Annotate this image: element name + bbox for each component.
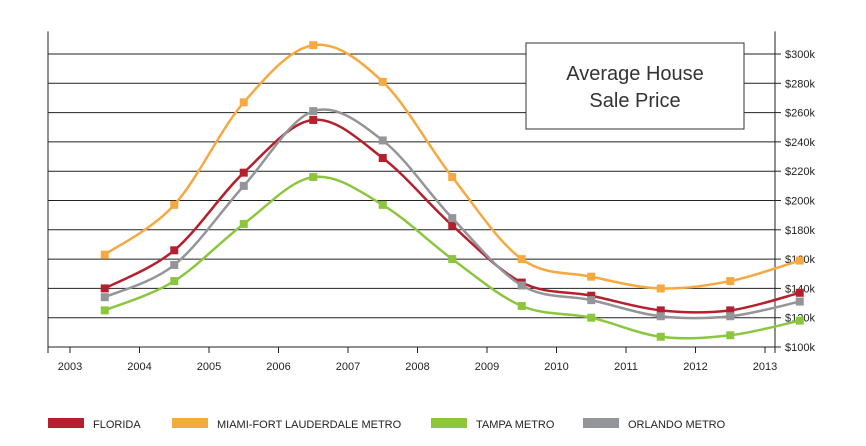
y-tick-label: $200k bbox=[785, 196, 815, 208]
data-point-orlando-metro bbox=[309, 107, 318, 116]
x-tick-label: 2003 bbox=[58, 361, 82, 373]
x-tick-label: 2013 bbox=[753, 361, 777, 373]
data-point-orlando-metro bbox=[378, 136, 387, 145]
series-line-miami-fort-lauderdale-metro bbox=[104, 43, 801, 290]
x-tick-label: 2012 bbox=[683, 361, 707, 373]
y-tick-label: $280k bbox=[785, 78, 815, 90]
data-point-miami-fort-lauderdale-metro bbox=[517, 255, 526, 264]
x-tick-label: 2011 bbox=[614, 361, 638, 373]
x-tick-label: 2004 bbox=[127, 361, 151, 373]
data-point-florida bbox=[795, 288, 804, 297]
legend-swatch bbox=[172, 418, 208, 428]
data-point-miami-fort-lauderdale-metro bbox=[100, 250, 109, 259]
series-layer bbox=[100, 41, 804, 341]
data-point-miami-fort-lauderdale-metro bbox=[170, 200, 179, 209]
data-point-miami-fort-lauderdale-metro bbox=[656, 284, 665, 293]
data-point-orlando-metro bbox=[587, 296, 596, 305]
data-point-florida bbox=[100, 284, 109, 293]
series-line-florida bbox=[104, 118, 801, 314]
data-point-tampa-metro bbox=[239, 219, 248, 228]
data-point-miami-fort-lauderdale-metro bbox=[378, 77, 387, 86]
data-point-tampa-metro bbox=[309, 173, 318, 182]
data-point-orlando-metro bbox=[517, 281, 526, 290]
data-point-florida bbox=[587, 291, 596, 300]
chart-title-line-2: Sale Price bbox=[589, 90, 680, 112]
series-miami-fort-lauderdale-metro bbox=[100, 41, 804, 293]
data-point-florida bbox=[170, 246, 179, 255]
series-tampa-metro bbox=[100, 173, 804, 341]
data-point-miami-fort-lauderdale-metro bbox=[309, 41, 318, 50]
chart-title-box: Average House Sale Price bbox=[525, 42, 745, 130]
data-point-tampa-metro bbox=[517, 301, 526, 310]
y-tick-label: $100k bbox=[785, 342, 815, 354]
y-tick-label: $180k bbox=[785, 225, 815, 237]
series-orlando-metro bbox=[100, 107, 804, 321]
data-point-orlando-metro bbox=[100, 293, 109, 302]
x-tick-label: 2009 bbox=[475, 361, 499, 373]
data-point-miami-fort-lauderdale-metro bbox=[239, 98, 248, 107]
data-point-florida bbox=[448, 221, 457, 230]
data-point-tampa-metro bbox=[378, 200, 387, 209]
data-point-tampa-metro bbox=[795, 316, 804, 325]
data-point-miami-fort-lauderdale-metro bbox=[726, 277, 735, 286]
legend-item-tampa-metro: TAMPA METRO bbox=[431, 418, 555, 431]
y-tick-label: $260k bbox=[785, 108, 815, 120]
legend-item-florida: FLORIDA bbox=[48, 418, 141, 431]
data-point-florida bbox=[726, 306, 735, 315]
legend-swatch bbox=[583, 418, 619, 428]
title-box-border bbox=[525, 42, 745, 130]
x-tick-label: 2010 bbox=[544, 361, 568, 373]
data-point-tampa-metro bbox=[100, 306, 109, 315]
x-tick-label: 2005 bbox=[197, 361, 221, 373]
data-point-tampa-metro bbox=[448, 255, 457, 264]
legend-item-miami-fort-lauderdale-metro: MIAMI-FORT LAUDERDALE METRO bbox=[172, 418, 402, 431]
x-tick-label: 2007 bbox=[336, 361, 360, 373]
data-point-florida bbox=[378, 154, 387, 163]
data-point-orlando-metro bbox=[726, 312, 735, 321]
data-point-tampa-metro bbox=[170, 277, 179, 286]
legend-label: FLORIDA bbox=[93, 419, 141, 431]
legend-label: ORLANDO METRO bbox=[628, 419, 726, 431]
y-tick-label: $240k bbox=[785, 137, 815, 149]
data-point-florida bbox=[309, 115, 318, 124]
data-point-miami-fort-lauderdale-metro bbox=[448, 173, 457, 182]
legend-swatch bbox=[431, 418, 467, 428]
legend-label: TAMPA METRO bbox=[476, 419, 555, 431]
data-point-tampa-metro bbox=[587, 313, 596, 322]
data-point-miami-fort-lauderdale-metro bbox=[587, 272, 596, 281]
data-point-orlando-metro bbox=[795, 297, 804, 306]
data-point-orlando-metro bbox=[656, 312, 665, 321]
data-point-tampa-metro bbox=[726, 331, 735, 340]
x-tick-label: 2008 bbox=[405, 361, 429, 373]
data-point-orlando-metro bbox=[239, 181, 248, 190]
series-line-orlando-metro bbox=[104, 108, 801, 320]
data-point-florida bbox=[239, 168, 248, 177]
chart-title-line-1: Average House bbox=[566, 63, 704, 85]
legend-swatch bbox=[48, 418, 84, 428]
data-point-orlando-metro bbox=[448, 214, 457, 223]
x-tick-label: 2006 bbox=[266, 361, 290, 373]
y-tick-label: $300k bbox=[785, 49, 815, 61]
data-point-miami-fort-lauderdale-metro bbox=[795, 256, 804, 265]
y-tick-label: $220k bbox=[785, 166, 815, 178]
legend: FLORIDA MIAMI-FORT LAUDERDALE METRO TAMPA … bbox=[48, 418, 726, 431]
legend-label: MIAMI-FORT LAUDERDALE METRO bbox=[217, 419, 402, 431]
data-point-tampa-metro bbox=[656, 332, 665, 341]
data-point-florida bbox=[656, 306, 665, 315]
legend-item-orlando-metro: ORLANDO METRO bbox=[583, 418, 726, 431]
data-point-orlando-metro bbox=[170, 260, 179, 269]
